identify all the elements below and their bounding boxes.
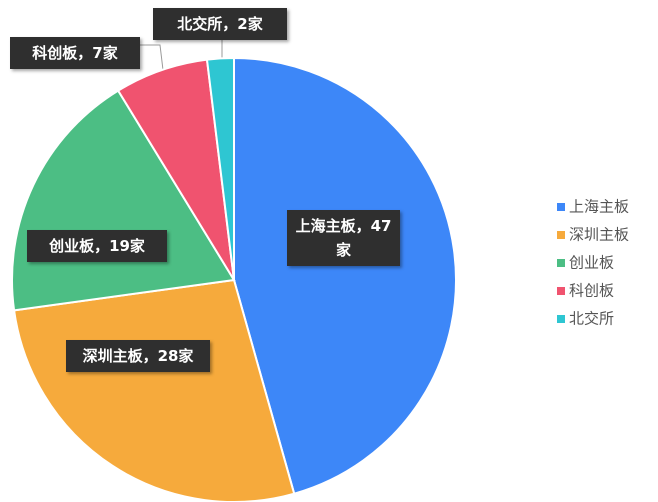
legend-swatch: [557, 259, 565, 267]
legend-label: 科创板: [569, 282, 614, 300]
legend-swatch: [557, 315, 565, 323]
legend-label: 深圳主板: [569, 226, 629, 244]
legend-label: 北交所: [569, 310, 614, 328]
legend-swatch: [557, 203, 565, 211]
data-label: 科创板，7家: [10, 37, 140, 69]
legend-label: 创业板: [569, 254, 614, 272]
pie-slice: [205, 56, 235, 281]
legend-label: 上海主板: [569, 198, 629, 216]
data-label: 深圳主板，28家: [66, 340, 210, 372]
pie-slice: [233, 56, 457, 495]
legend-swatch: [557, 231, 565, 239]
data-label: 创业板，19家: [27, 230, 167, 262]
data-label: 上海主板，47家: [287, 210, 400, 266]
legend-swatch: [557, 287, 565, 295]
data-label: 北交所，2家: [153, 8, 287, 40]
leader-line: [140, 44, 164, 71]
